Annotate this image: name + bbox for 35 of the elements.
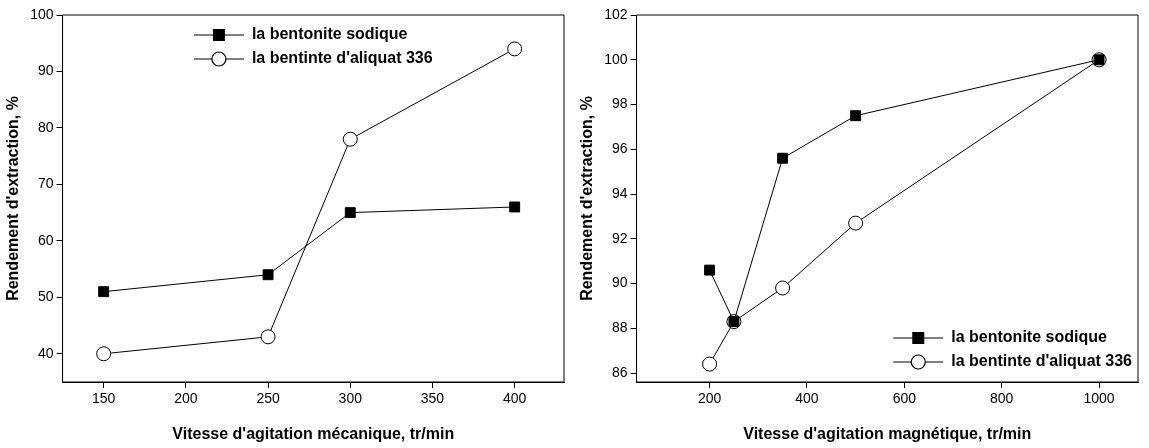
y-tick-label: 70 [37, 175, 54, 192]
y-axis-title: Rendement d'extraction, % [578, 96, 596, 301]
y-tick-label: 88 [611, 319, 628, 336]
x-tick-label: 200 [174, 390, 198, 407]
legend-label: la bentonite sodique [951, 328, 1107, 346]
legend-label: la bentinte d'aliquat 336 [951, 352, 1133, 370]
x-tick-label: 150 [91, 390, 116, 407]
y-tick-label: 60 [37, 231, 54, 248]
y-tick-label: 96 [611, 140, 628, 157]
x-tick-label: 400 [795, 390, 819, 407]
y-tick-label: 86 [611, 363, 628, 380]
y-tick-label: 94 [611, 184, 628, 201]
x-tick-label: 800 [990, 390, 1014, 407]
x-tick-label: 1000 [1083, 390, 1115, 407]
y-tick-label: 92 [611, 229, 628, 246]
x-tick-label: 350 [420, 390, 445, 407]
x-tick-label: 250 [256, 390, 280, 407]
y-tick-label: 90 [37, 62, 54, 79]
y-tick-label: 50 [37, 288, 54, 305]
y-tick-label: 80 [37, 118, 54, 135]
x-tick-label: 200 [697, 390, 722, 407]
x-tick-label: 300 [338, 390, 363, 407]
y-tick-label: 98 [611, 95, 628, 112]
y-tick-label: 100 [604, 50, 628, 67]
x-tick-label: 400 [503, 390, 527, 407]
legend-label: la bentonite sodique [251, 25, 408, 43]
y-tick-label: 40 [37, 344, 54, 361]
y-axis-title: Rendement d'extraction, % [4, 96, 22, 301]
x-tick-label: 600 [892, 390, 917, 407]
y-tick-label: 100 [30, 5, 54, 22]
x-axis-title: Vitesse d'agitation mécanique, tr/min [172, 424, 455, 442]
legend-label: la bentinte d'aliquat 336 [251, 49, 433, 67]
y-tick-label: 102 [604, 5, 628, 22]
x-axis-title: Vitesse d'agitation magnétique, tr/min [743, 424, 1032, 442]
y-tick-label: 90 [611, 274, 628, 291]
